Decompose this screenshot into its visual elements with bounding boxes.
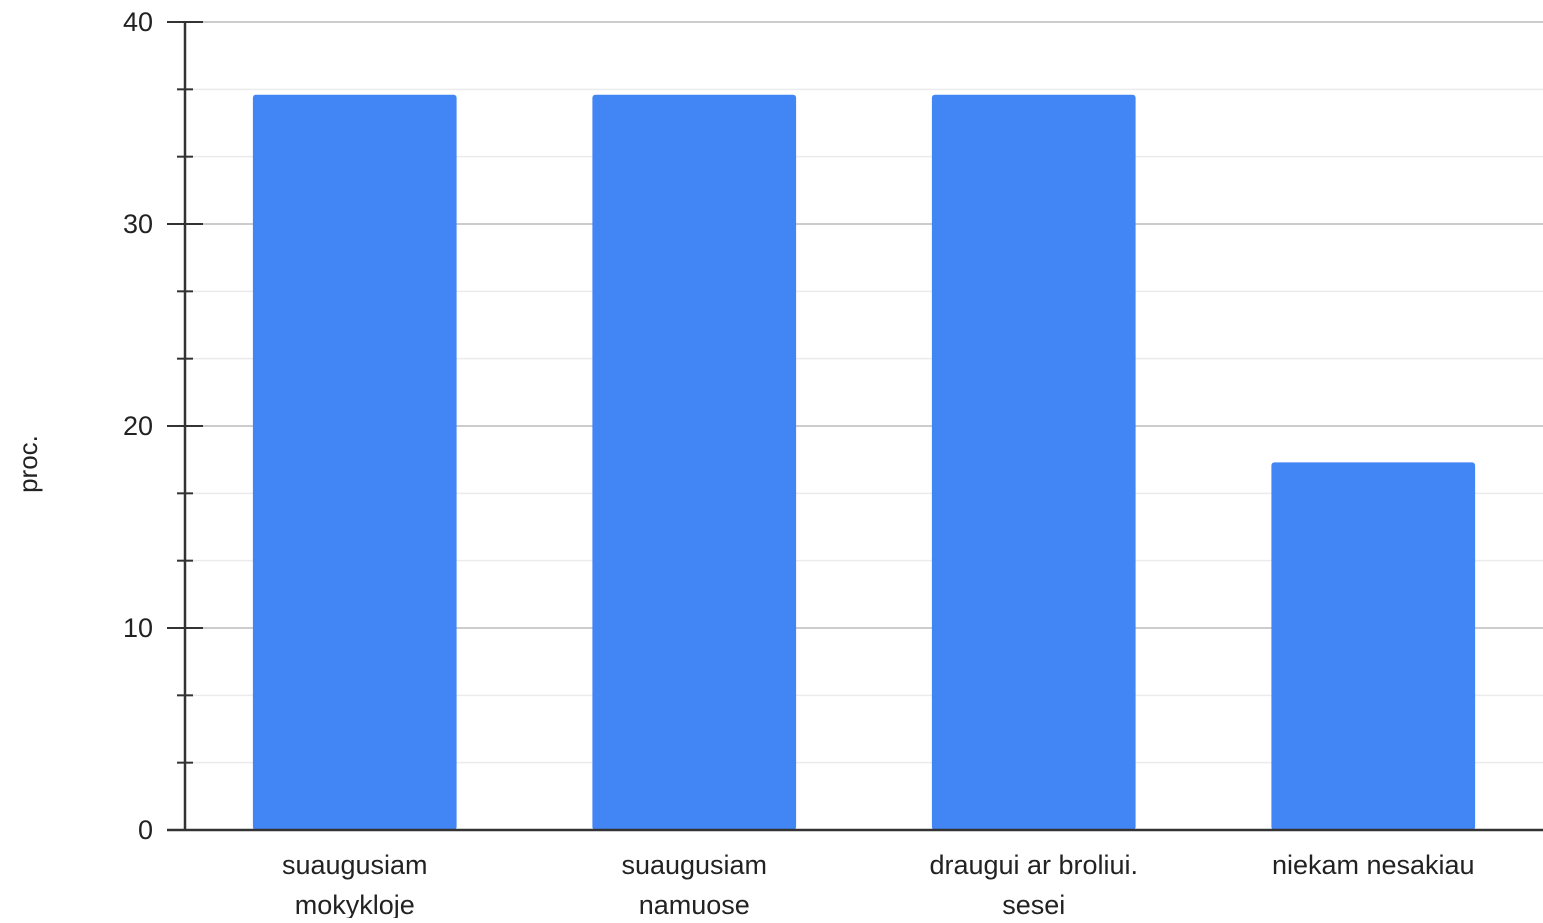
bar <box>931 94 1136 831</box>
y-tick-label: 0 <box>138 815 153 845</box>
axes <box>167 21 1543 832</box>
y-tick-label: 40 <box>123 7 153 37</box>
x-tick-label-line: sesei <box>1002 890 1065 918</box>
bar <box>592 94 797 831</box>
bars <box>252 94 1476 831</box>
x-tick-label-line: namuose <box>639 890 750 918</box>
x-tick-label-line: suaugusiam <box>621 850 767 880</box>
y-axis-label: proc. <box>13 435 43 493</box>
x-tick-label-line: niekam nesakiau <box>1272 850 1475 880</box>
x-tick-label-line: draugui ar broliui. <box>929 850 1138 880</box>
x-tick-label-line: mokykloje <box>295 890 415 918</box>
y-tick-label: 10 <box>123 613 153 643</box>
x-tick-label: suaugusiam namuose <box>621 850 767 918</box>
x-tick-label: draugui ar broliui. sesei <box>929 850 1138 918</box>
bar <box>252 94 457 831</box>
bar <box>1271 462 1476 830</box>
x-tick-label: niekam nesakiau <box>1272 850 1475 880</box>
tick-labels: 0 10 20 30 40 suaugusiam mokykloje suaugusiam na… <box>123 7 1475 920</box>
x-tick-label-line: suaugusiam <box>282 850 428 880</box>
y-tick-label: 30 <box>123 209 153 239</box>
x-tick-label: suaugusiam mokykloje <box>282 850 428 918</box>
y-tick-label: 20 <box>123 411 153 441</box>
